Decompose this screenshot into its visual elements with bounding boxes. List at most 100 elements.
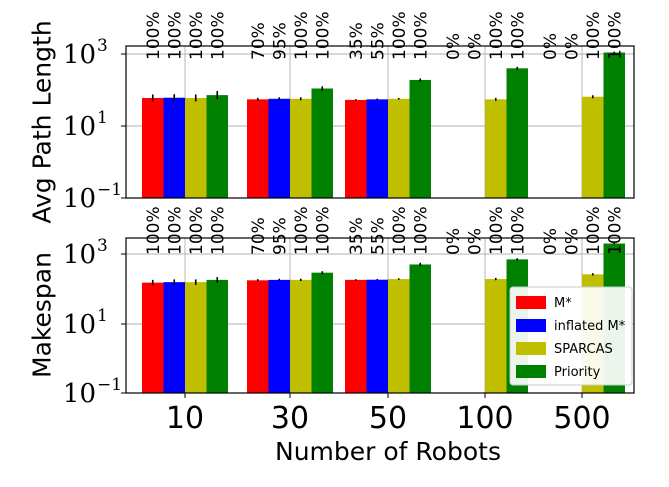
- error-bars: [151, 51, 616, 102]
- y-tick-label: 10: [63, 40, 96, 70]
- bar-sparcas-10: [185, 97, 207, 198]
- success-rate-label: 100%: [508, 11, 528, 60]
- bar-sparcas-500: [582, 96, 604, 198]
- legend-label: Priority: [554, 365, 601, 380]
- bar-sparcas-10: [185, 282, 207, 393]
- bar-sparcas-30: [290, 279, 312, 393]
- bar-m--10: [142, 97, 164, 198]
- y-tick-exponent: 3: [97, 36, 108, 56]
- success-rate-label: 55%: [368, 22, 388, 60]
- bar-priority-50: [409, 264, 431, 393]
- bar-priority-30: [311, 88, 333, 198]
- success-rate-label: 100%: [144, 206, 164, 255]
- success-rate-label: 100%: [165, 206, 185, 255]
- y-tick-label: 10: [63, 112, 96, 142]
- y-axis-label: Avg Path Length: [28, 20, 57, 223]
- y-tick-label: 10: [63, 240, 96, 270]
- plot-frame: [125, 45, 635, 199]
- error-bars: [151, 242, 616, 286]
- y-tick-exponent: −1: [97, 180, 122, 200]
- x-tick-label: 30: [271, 401, 309, 436]
- legend: M* inflated M* SPARCAS Priority: [509, 286, 633, 386]
- y-tick-exponent: −1: [97, 375, 122, 395]
- x-tick-label: 10: [166, 401, 204, 436]
- success-rate-label: 0%: [465, 33, 485, 60]
- success-rate-label: 100%: [487, 206, 507, 255]
- percent-labels: 100% 100% 100% 100% 70% 95% 100% 100% 35% 55% 100%…: [144, 11, 626, 60]
- bar-m--10: [142, 282, 164, 393]
- y-tick-exponent: 1: [97, 306, 108, 326]
- success-rate-label: 100%: [584, 11, 604, 60]
- success-rate-label: 55%: [368, 217, 388, 255]
- success-rate-label: 100%: [292, 11, 312, 60]
- x-tick-label: 50: [369, 401, 407, 436]
- legend-swatch: [516, 296, 546, 309]
- bar-inflated-m--30: [268, 279, 290, 393]
- success-rate-label: 100%: [187, 11, 207, 60]
- success-rate-label: 0%: [541, 33, 561, 60]
- y-axis-label: Makespan: [28, 252, 57, 378]
- legend-label: M*: [554, 296, 572, 311]
- bar-priority-10: [206, 95, 228, 198]
- bar-sparcas-50: [388, 279, 410, 393]
- success-rate-label: 0%: [562, 228, 582, 255]
- bar-sparcas-100: [485, 279, 507, 393]
- legend-label: inflated M*: [554, 319, 626, 334]
- bar-sparcas-100: [485, 99, 507, 198]
- success-rate-label: 100%: [584, 206, 604, 255]
- legend-swatch: [516, 342, 546, 355]
- success-rate-label: 0%: [444, 33, 464, 60]
- success-rate-label: 100%: [390, 11, 410, 60]
- success-rate-label: 100%: [508, 206, 528, 255]
- percent-labels: 100% 100% 100% 100% 70% 95% 100% 100% 35% 55% 100%…: [144, 206, 626, 255]
- x-tick-label: 100: [456, 401, 513, 436]
- bar-priority-500: [603, 52, 625, 199]
- x-tick-labels: 10 30 50 100 500: [166, 393, 611, 436]
- success-rate-label: 100%: [313, 11, 333, 60]
- success-rate-label: 100%: [292, 206, 312, 255]
- plot-frame: [125, 237, 635, 394]
- bar-inflated-m--30: [268, 98, 290, 198]
- bar-inflated-m--50: [366, 279, 388, 393]
- success-rate-label: 35%: [347, 217, 367, 255]
- success-rate-label: 35%: [347, 22, 367, 60]
- x-tick-label: 500: [553, 401, 610, 436]
- legend-box: [509, 286, 633, 386]
- success-rate-label: 100%: [187, 206, 207, 255]
- success-rate-label: 100%: [165, 11, 185, 60]
- success-rate-label: 100%: [605, 206, 625, 255]
- y-tick-exponent: 1: [97, 108, 108, 128]
- bar-priority-10: [206, 279, 228, 393]
- success-rate-label: 100%: [411, 11, 431, 60]
- success-rate-label: 100%: [390, 206, 410, 255]
- success-rate-label: 0%: [541, 228, 561, 255]
- success-rate-label: 100%: [144, 11, 164, 60]
- bar-inflated-m--10: [163, 282, 185, 393]
- success-rate-label: 100%: [605, 11, 625, 60]
- y-tick-label: 10: [63, 310, 96, 340]
- y-tick-label: 10: [63, 379, 96, 409]
- x-axis-label: Number of Robots: [275, 437, 501, 466]
- bar-sparcas-30: [290, 98, 312, 198]
- bar-inflated-m--50: [366, 99, 388, 198]
- bars: [142, 52, 625, 199]
- bar-m--30: [247, 280, 269, 393]
- legend-label: SPARCAS: [554, 342, 613, 357]
- bar-sparcas-50: [388, 98, 410, 198]
- success-rate-label: 0%: [465, 228, 485, 255]
- success-rate-label: 100%: [487, 11, 507, 60]
- bar-m--30: [247, 99, 269, 198]
- legend-swatch: [516, 319, 546, 332]
- success-rate-label: 70%: [249, 217, 269, 255]
- success-rate-label: 95%: [270, 22, 290, 60]
- success-rate-label: 100%: [208, 206, 228, 255]
- bar-priority-100: [506, 68, 528, 199]
- success-rate-label: 95%: [270, 217, 290, 255]
- legend-swatch: [516, 365, 546, 378]
- y-tick-exponent: 3: [97, 236, 108, 256]
- bar-priority-50: [409, 79, 431, 198]
